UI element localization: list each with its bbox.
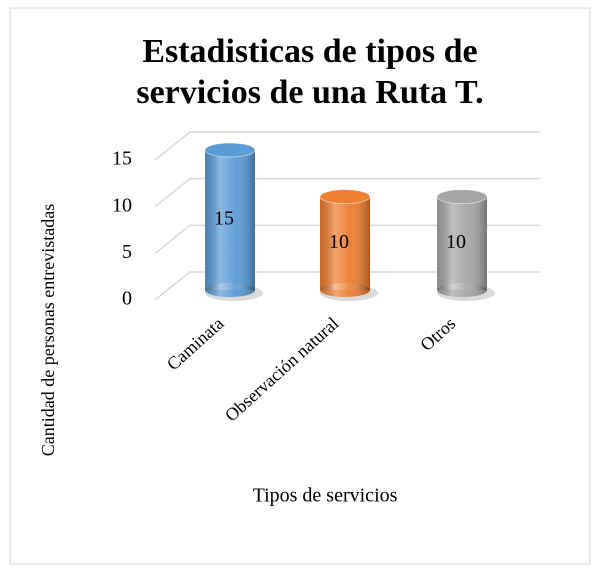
data-label: 10 xyxy=(446,231,466,253)
x-tick-label: Caminata xyxy=(163,313,228,374)
chart-title: Estadisticas de tipos de xyxy=(142,33,477,70)
grid-line xyxy=(154,271,540,301)
y-tick-label: 10 xyxy=(112,194,132,216)
bar-shade xyxy=(205,150,255,290)
bar-top xyxy=(436,189,488,205)
y-tick-label: 5 xyxy=(122,241,132,263)
grid-line xyxy=(154,177,540,208)
chart-title: servicios de una Ruta T. xyxy=(136,74,483,111)
x-tick-label: Observación natural xyxy=(221,313,342,425)
data-label: 10 xyxy=(329,231,349,253)
y-axis-label: Cantidad de personas entrevistadas xyxy=(38,204,58,456)
bar-shade xyxy=(437,196,487,290)
data-label: 15 xyxy=(214,208,234,230)
bar-top xyxy=(204,142,256,158)
bar-top xyxy=(319,189,371,205)
y-tick-label: 0 xyxy=(122,288,132,310)
grid-line xyxy=(154,131,540,161)
bar-shade xyxy=(320,196,370,290)
x-tick-label: Otros xyxy=(416,313,459,355)
chart-border xyxy=(9,7,591,565)
grid-line xyxy=(154,224,540,254)
y-tick-label: 15 xyxy=(112,148,132,170)
x-axis-label: Tipos de servicios xyxy=(253,485,398,507)
